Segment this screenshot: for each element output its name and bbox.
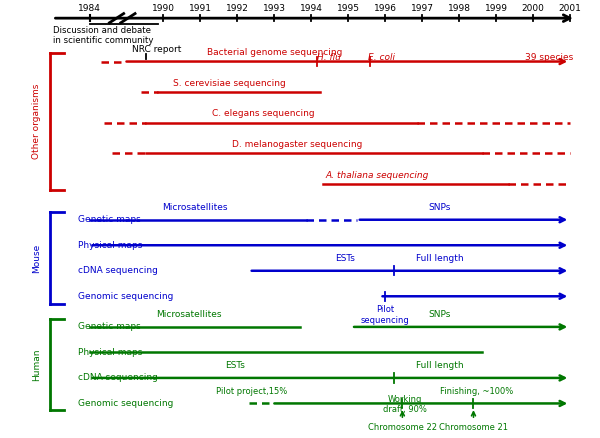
Text: Full length: Full length (416, 254, 463, 263)
Text: 1993: 1993 (263, 4, 286, 13)
Text: 39 species: 39 species (524, 53, 573, 61)
Text: Microsatellites: Microsatellites (157, 310, 222, 319)
Text: 1997: 1997 (411, 4, 434, 13)
Text: S. cerevisiae sequencing: S. cerevisiae sequencing (173, 79, 285, 88)
Text: Physical maps: Physical maps (78, 241, 143, 250)
Text: SNPs: SNPs (428, 310, 451, 319)
Text: Chromosome 22: Chromosome 22 (368, 423, 437, 431)
Text: A. thaliana sequencing: A. thaliana sequencing (325, 170, 428, 180)
Text: 1984: 1984 (78, 4, 101, 13)
Text: Discussion and debate
in scientific community: Discussion and debate in scientific comm… (53, 26, 153, 45)
Text: Other organisms: Other organisms (32, 84, 41, 159)
Text: NRC report: NRC report (132, 45, 182, 54)
Text: 1998: 1998 (448, 4, 471, 13)
Text: Human: Human (32, 348, 41, 381)
Text: Physical maps: Physical maps (78, 348, 143, 357)
Text: Working
draft, 90%: Working draft, 90% (383, 395, 427, 414)
Text: D. melanogaster sequencing: D. melanogaster sequencing (232, 140, 362, 149)
Text: cDNA sequencing: cDNA sequencing (78, 374, 158, 382)
Text: 1999: 1999 (485, 4, 508, 13)
Text: H. flu: H. flu (317, 53, 341, 61)
Text: C. elegans sequencing: C. elegans sequencing (212, 110, 314, 118)
Text: 1992: 1992 (226, 4, 249, 13)
Text: SNPs: SNPs (428, 203, 451, 212)
Text: Genomic sequencing: Genomic sequencing (78, 292, 173, 301)
Text: cDNA sequencing: cDNA sequencing (78, 266, 158, 275)
Text: Finishing, ~100%: Finishing, ~100% (440, 387, 513, 396)
Text: 1994: 1994 (300, 4, 323, 13)
Text: ESTs: ESTs (224, 361, 245, 370)
Text: Pilot project,15%: Pilot project,15% (216, 387, 287, 396)
Text: Microsatellites: Microsatellites (162, 203, 227, 212)
Text: Bacterial genome sequencing: Bacterial genome sequencing (207, 48, 342, 57)
Text: 2001: 2001 (559, 4, 581, 13)
Text: 1990: 1990 (152, 4, 175, 13)
Text: Pilot
sequencing: Pilot sequencing (361, 305, 410, 325)
Text: Genomic sequencing: Genomic sequencing (78, 399, 173, 408)
Text: ESTs: ESTs (335, 254, 355, 263)
Text: 1996: 1996 (374, 4, 397, 13)
Text: Full length: Full length (416, 361, 463, 370)
Text: 1991: 1991 (189, 4, 212, 13)
Text: Genetic maps: Genetic maps (78, 215, 141, 224)
Text: 2000: 2000 (522, 4, 545, 13)
Text: Genetic maps: Genetic maps (78, 322, 141, 332)
Text: Chromosome 21: Chromosome 21 (439, 423, 508, 431)
Text: E. coli: E. coli (368, 53, 395, 61)
Text: Mouse: Mouse (32, 244, 41, 272)
Text: 1995: 1995 (337, 4, 360, 13)
